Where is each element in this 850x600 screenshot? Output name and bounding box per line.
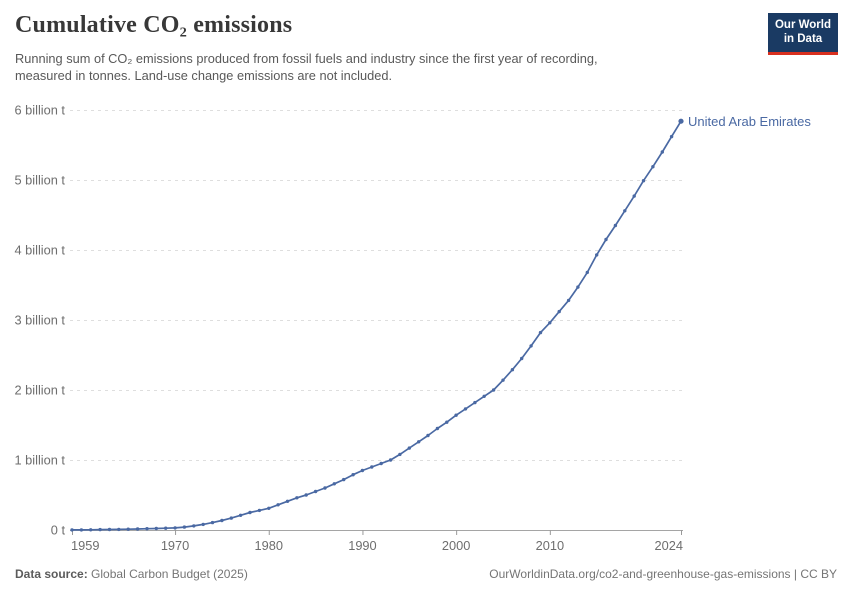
data-point-marker bbox=[538, 330, 543, 335]
data-point-marker bbox=[407, 446, 411, 450]
data-point-marker bbox=[445, 420, 449, 424]
chart-subtitle: Running sum of CO₂ emissions produced fr… bbox=[15, 51, 598, 84]
data-point-marker bbox=[145, 527, 149, 531]
x-tick-label: 1990 bbox=[348, 538, 376, 553]
data-point-marker bbox=[332, 482, 336, 486]
data-point-marker bbox=[491, 388, 496, 392]
data-point-marker bbox=[182, 525, 187, 529]
data-point-marker bbox=[557, 309, 561, 314]
data-point-marker bbox=[388, 458, 393, 462]
y-tick-label: 5 billion t bbox=[14, 173, 65, 188]
data-point-marker bbox=[510, 368, 515, 372]
emissions-line-series bbox=[72, 120, 682, 531]
data-point-marker bbox=[585, 270, 589, 275]
data-point-marker bbox=[678, 118, 684, 124]
data-point-marker bbox=[370, 465, 374, 469]
data-point-marker bbox=[379, 461, 383, 466]
x-tick-label: 1959 bbox=[71, 538, 99, 553]
owid-logo: Our World in Data bbox=[768, 13, 838, 55]
data-point-marker bbox=[473, 400, 477, 405]
data-point-marker bbox=[267, 506, 271, 510]
owid-url-link[interactable]: OurWorldinData.org/co2-and-greenhouse-ga… bbox=[489, 567, 837, 581]
data-point-marker bbox=[295, 496, 299, 500]
data-point-marker bbox=[651, 165, 655, 169]
owid-logo-line1: Our World bbox=[774, 19, 831, 31]
x-tick-label: 2000 bbox=[442, 538, 470, 553]
data-point-marker bbox=[604, 237, 608, 242]
data-point-marker bbox=[192, 524, 196, 528]
data-point-marker bbox=[576, 285, 580, 289]
data-point-marker bbox=[164, 526, 168, 530]
data-point-marker bbox=[417, 440, 421, 444]
x-tick-label: 1970 bbox=[161, 538, 189, 553]
data-source-note: Data source: Global Carbon Budget (2025) bbox=[15, 567, 248, 581]
y-tick-label: 0 t bbox=[51, 523, 66, 538]
data-point-marker bbox=[229, 516, 233, 520]
data-point-marker bbox=[360, 468, 365, 473]
y-tick-label: 1 billion t bbox=[14, 453, 65, 468]
data-point-marker bbox=[257, 508, 262, 513]
series-label-united-arab-emirates: United Arab Emirates bbox=[688, 114, 811, 129]
data-point-marker bbox=[210, 520, 215, 525]
data-point-marker bbox=[482, 394, 486, 398]
data-point-marker bbox=[520, 356, 524, 361]
data-point-marker bbox=[660, 150, 664, 154]
data-point-marker bbox=[435, 426, 440, 431]
data-point-marker bbox=[351, 473, 355, 477]
data-point-marker bbox=[548, 321, 552, 325]
data-point-marker bbox=[501, 378, 505, 382]
data-point-marker bbox=[98, 527, 102, 532]
data-point-marker bbox=[323, 486, 327, 490]
data-point-marker bbox=[126, 527, 130, 531]
data-point-marker bbox=[238, 513, 243, 517]
data-source-value: Global Carbon Budget (2025) bbox=[91, 567, 248, 581]
data-point-marker bbox=[398, 452, 402, 457]
data-point-marker bbox=[248, 510, 252, 515]
data-point-marker bbox=[89, 528, 93, 532]
data-point-marker bbox=[201, 522, 205, 527]
x-tick-label: 2024 bbox=[655, 538, 683, 553]
owid-logo-line2: in Data bbox=[783, 32, 823, 45]
data-point-marker bbox=[276, 503, 280, 507]
data-point-marker bbox=[154, 526, 158, 531]
data-source-label: Data source: bbox=[15, 567, 88, 581]
data-point-marker bbox=[313, 489, 318, 494]
data-point-marker bbox=[135, 527, 140, 531]
y-tick-label: 6 billion t bbox=[14, 103, 65, 118]
chart-title: Cumulative CO₂ emissions bbox=[15, 12, 293, 38]
data-point-marker bbox=[107, 527, 112, 532]
data-point-marker bbox=[426, 433, 430, 438]
data-point-marker bbox=[454, 413, 458, 417]
data-point-marker bbox=[613, 223, 618, 228]
y-tick-label: 2 billion t bbox=[14, 383, 65, 398]
data-point-marker bbox=[463, 407, 468, 411]
data-point-marker bbox=[342, 477, 346, 482]
data-point-marker bbox=[173, 526, 177, 530]
data-point-marker bbox=[117, 527, 121, 532]
data-point-marker bbox=[623, 209, 627, 213]
data-point-marker bbox=[220, 518, 224, 523]
x-tick-label: 1980 bbox=[255, 538, 283, 553]
data-point-marker bbox=[632, 194, 636, 198]
data-point-marker bbox=[669, 134, 674, 139]
data-point-marker bbox=[70, 528, 74, 532]
data-point-marker bbox=[641, 179, 646, 183]
data-point-marker bbox=[79, 528, 84, 532]
data-point-marker bbox=[285, 499, 290, 503]
data-point-marker bbox=[304, 493, 308, 497]
y-tick-label: 3 billion t bbox=[14, 313, 65, 328]
y-tick-label: 4 billion t bbox=[14, 243, 65, 258]
chart-footer: Data source: Global Carbon Budget (2025)… bbox=[15, 567, 837, 581]
data-point-marker bbox=[566, 298, 571, 303]
data-point-marker bbox=[595, 253, 599, 257]
data-point-marker bbox=[529, 344, 533, 348]
x-tick-label: 2010 bbox=[536, 538, 564, 553]
